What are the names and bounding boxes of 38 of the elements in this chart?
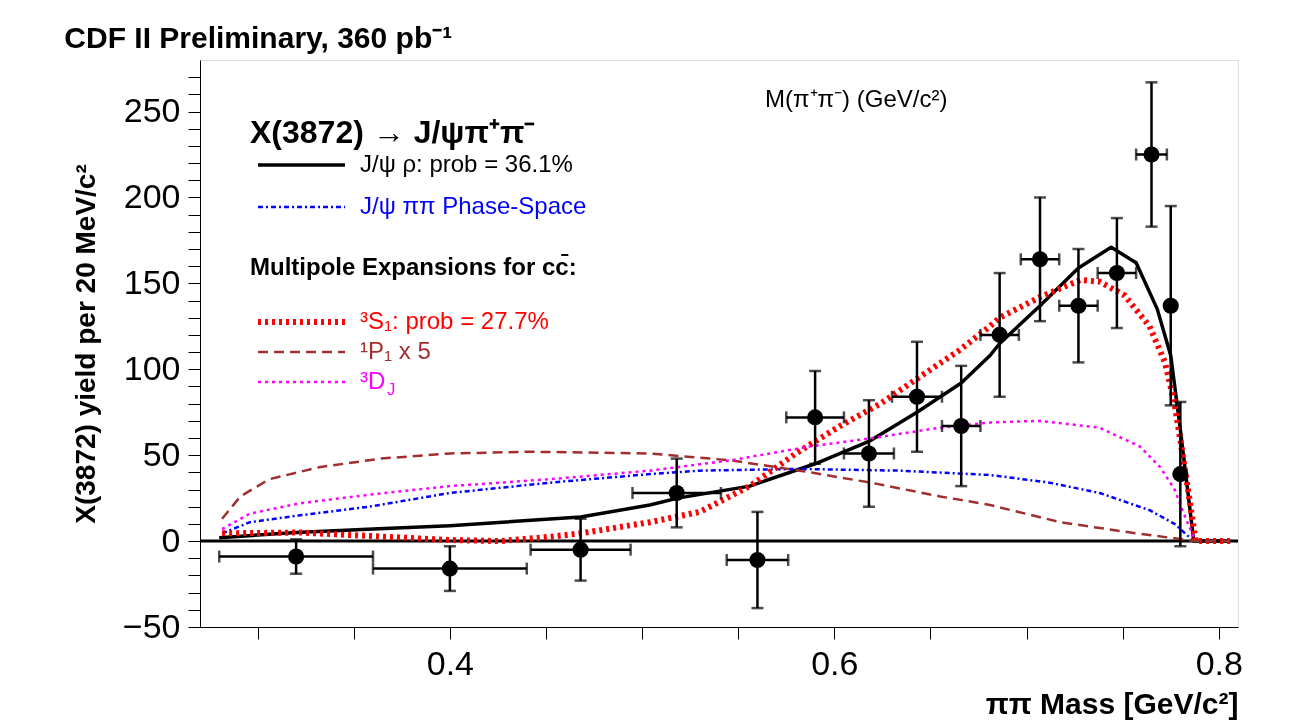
y-tick-label: 0 [161,520,181,559]
annotation: M(π⁺π⁻) (GeV/c²) [765,85,948,112]
line-series [220,419,1196,539]
y-tick-label: −50 [122,606,181,645]
point [807,409,824,426]
point [1143,146,1160,163]
point [991,326,1008,343]
point [572,541,589,558]
x-axis-title: ππ Mass [GeV/c²] [985,686,1239,720]
y-tick-label: 50 [142,434,181,473]
point [749,551,766,569]
x-tick-label: 0.4 [426,643,475,682]
point [1031,251,1049,268]
point [860,445,877,462]
y-tick-label: 100 [123,348,181,387]
line-series [220,450,1232,543]
chart-title: CDF II Preliminary, 360 pb⁻¹ [64,21,453,54]
point [953,417,970,435]
y-tick-label: 250 [123,91,181,130]
point [1162,297,1179,314]
y-tick-label: 150 [123,262,181,301]
point [1070,297,1087,314]
x-tick-label: 0.6 [811,643,859,682]
point [908,388,926,405]
y-axis-title: X(3872) yield per 20 MeV/c² [69,164,101,524]
x-tick-label: 0.8 [1195,643,1243,682]
point [1108,265,1125,282]
point [288,548,305,565]
y-tick-label: 200 [123,176,181,215]
legend-label: J/ψ ππ Phase-Space [360,192,587,219]
legend-label: J/ψ ρ: prob = 36.1% [360,150,573,177]
legend-title: X(3872) → J/ψπ⁺π⁻ [250,114,536,150]
legend-label: ¹P₁ x 5 [360,337,431,364]
point [441,560,458,577]
point [1172,466,1189,483]
legend-label: ³S₁: prob = 27.7% [360,307,549,334]
point [668,484,685,502]
annotation: Multipole Expansions for cc̄: [250,253,577,280]
